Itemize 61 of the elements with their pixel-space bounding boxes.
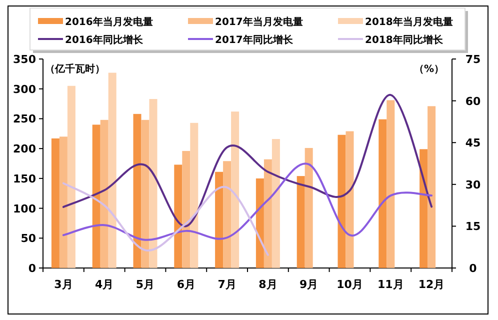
bar <box>420 149 428 268</box>
y-tick-label: 100 <box>13 202 36 216</box>
y2-tick-label: 45 <box>465 136 481 150</box>
bar <box>272 139 280 268</box>
bar <box>378 119 387 268</box>
y-tick-label: 200 <box>13 142 36 156</box>
bar <box>67 86 76 268</box>
bar <box>264 159 272 268</box>
legend-label: 2017年当月发电量 <box>215 16 303 28</box>
y-tick-label: 250 <box>13 112 36 126</box>
x-tick-label: 3月 <box>54 278 73 291</box>
legend-label: 2018年当月发电量 <box>365 16 453 28</box>
y-tick-label: 300 <box>13 82 36 96</box>
bar <box>428 106 436 268</box>
y2-tick-label: 0 <box>469 262 478 275</box>
y2-tick-label: 30 <box>465 178 481 192</box>
line-series <box>62 182 269 256</box>
y2-tick-label: 75 <box>465 53 481 66</box>
bar <box>174 164 182 268</box>
legend-label: 2018年同比增长 <box>365 34 444 46</box>
bar <box>108 72 116 268</box>
bar <box>51 138 60 268</box>
x-tick-label: 7月 <box>218 278 236 291</box>
y-tick-label: 50 <box>20 232 36 246</box>
line-series <box>62 94 433 228</box>
x-tick-label: 8月 <box>258 278 278 291</box>
bar <box>346 131 354 268</box>
bar <box>149 99 158 268</box>
y-tick-label: 150 <box>13 172 36 186</box>
bar <box>133 114 142 268</box>
line-series <box>62 162 433 241</box>
bar <box>386 100 395 268</box>
x-tick-label: 9月 <box>300 278 318 291</box>
bar <box>338 134 346 268</box>
y-tick-label: 0 <box>28 262 36 275</box>
x-tick-label: 10月 <box>336 278 363 291</box>
legend-label: 2016年当月发电量 <box>65 16 153 28</box>
x-tick-label: 5月 <box>136 278 155 291</box>
y2-axis-title: （%） <box>414 64 444 75</box>
y2-tick-label: 15 <box>465 220 481 234</box>
x-tick-label: 11月 <box>377 278 404 291</box>
x-tick-label: 6月 <box>176 278 196 291</box>
legend-label: 2017年同比增长 <box>215 34 294 46</box>
bar <box>296 176 305 268</box>
bar <box>100 120 108 268</box>
bar <box>190 122 198 268</box>
bar <box>256 178 264 268</box>
bar <box>141 120 150 268</box>
y-tick-label: 350 <box>13 53 36 66</box>
bar <box>182 150 190 268</box>
bar <box>304 148 313 268</box>
bar <box>215 172 224 268</box>
bar <box>92 124 100 268</box>
y2-tick-label: 60 <box>465 94 481 108</box>
x-tick-label: 4月 <box>95 278 114 291</box>
y-axis-title: （亿千瓦时） <box>45 63 105 75</box>
legend-label: 2016年同比增长 <box>65 34 144 46</box>
bar <box>59 136 68 268</box>
bar <box>231 112 240 268</box>
bar <box>223 161 232 268</box>
x-tick-label: 12月 <box>418 278 445 291</box>
